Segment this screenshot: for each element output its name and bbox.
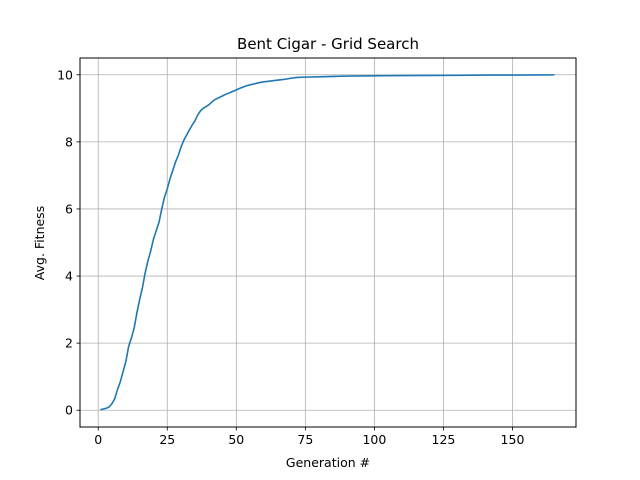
x-tick-label: 50: [228, 432, 244, 447]
axes: 0 25 50 75 100 125 150 0 2 4 6 8 10: [57, 67, 524, 447]
y-tick-label: 0: [65, 403, 73, 418]
x-tick-label: 0: [94, 432, 102, 447]
y-axis-label: Avg. Fitness: [32, 206, 47, 280]
y-tick-label: 2: [65, 336, 73, 351]
y-tick-label: 10: [57, 67, 73, 82]
x-tick-label: 100: [362, 432, 386, 447]
series-line: [100, 74, 555, 411]
y-tick-label: 6: [65, 201, 73, 216]
x-axis-label: Generation #: [286, 455, 370, 470]
y-tick-label: 8: [65, 134, 73, 149]
plot-frame: [79, 57, 577, 428]
series-layer: [100, 74, 555, 411]
x-tick-label: 150: [501, 432, 525, 447]
x-tick-label: 25: [159, 432, 175, 447]
x-tick-label: 75: [297, 432, 313, 447]
chart-title: Bent Cigar - Grid Search: [237, 35, 419, 53]
y-tick-label: 4: [65, 269, 73, 284]
x-tick-label: 125: [432, 432, 456, 447]
